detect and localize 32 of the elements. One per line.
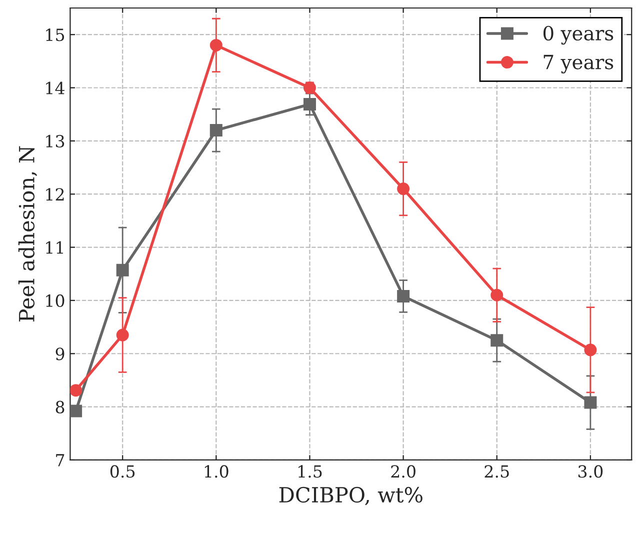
x-tick-label: 2.5 xyxy=(484,465,509,478)
y-tick-label: 15 xyxy=(46,28,64,42)
point xyxy=(70,384,82,397)
x-axis-title: DCIBPO, wt% xyxy=(279,486,422,506)
x-tick-label: 3.0 xyxy=(578,465,603,478)
point xyxy=(70,404,82,418)
x-tick-label: 1.5 xyxy=(298,465,322,478)
point xyxy=(210,38,222,52)
point xyxy=(490,288,504,302)
point xyxy=(210,124,222,137)
point xyxy=(584,396,597,409)
x-tick-label: 0.5 xyxy=(110,465,135,478)
point xyxy=(397,290,410,302)
x-tick-label: 1.0 xyxy=(204,465,228,478)
point xyxy=(116,328,129,342)
point xyxy=(116,264,129,276)
y-tick-label: 7 xyxy=(56,454,64,466)
y-tick-label: 13 xyxy=(46,134,64,148)
point xyxy=(584,344,597,356)
y-tick-label: 10 xyxy=(46,294,64,308)
y-tick-label: 14 xyxy=(46,82,64,94)
y-axis-title: Peel adhesion, N xyxy=(18,146,38,322)
point xyxy=(490,334,504,347)
y-tick-label: 11 xyxy=(46,241,63,254)
x-tick-label: 2.0 xyxy=(391,465,416,478)
y-tick-label: 8 xyxy=(56,400,64,414)
legend-label: 0 years xyxy=(543,26,614,45)
y-tick-label: 12 xyxy=(46,188,64,200)
legend-label: 7 years xyxy=(544,54,614,74)
point xyxy=(303,98,316,110)
point xyxy=(397,182,410,196)
y-tick-label: 9 xyxy=(56,348,64,360)
